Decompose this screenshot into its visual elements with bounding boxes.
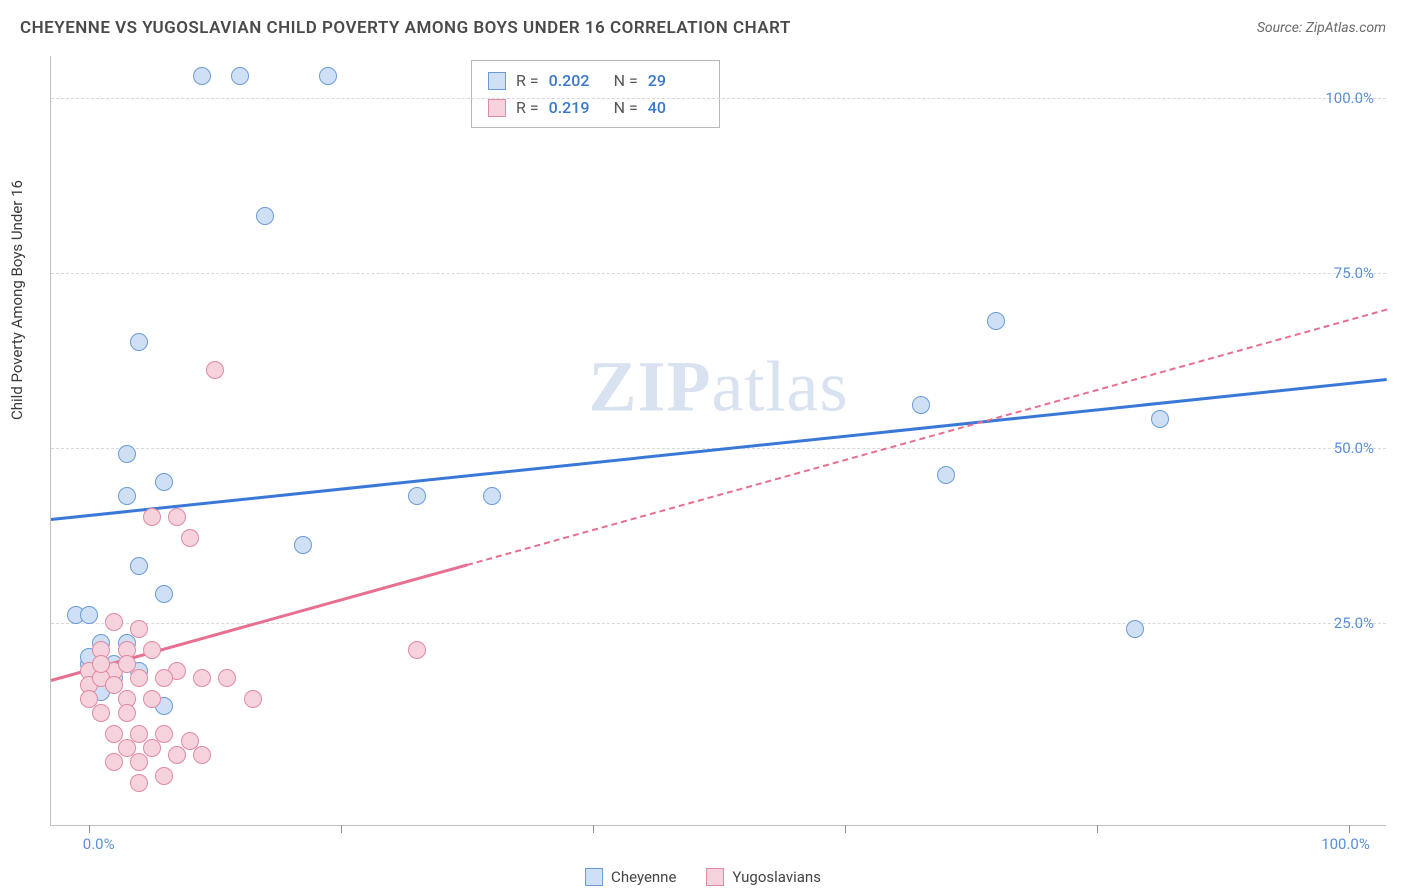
- legend-swatch: [488, 72, 506, 90]
- legend-swatch: [585, 868, 603, 886]
- data-point: [143, 690, 161, 708]
- y-tick-label: 75.0%: [1334, 264, 1374, 282]
- data-point: [294, 536, 312, 554]
- x-tick: [845, 825, 846, 833]
- x-tick: [1349, 825, 1350, 833]
- data-point: [408, 487, 426, 505]
- data-point: [92, 655, 110, 673]
- data-point: [155, 473, 173, 491]
- data-point: [193, 746, 211, 764]
- data-point: [105, 613, 123, 631]
- data-point: [130, 753, 148, 771]
- x-tick: [1097, 825, 1098, 833]
- data-point: [143, 739, 161, 757]
- data-point: [118, 445, 136, 463]
- data-point: [130, 620, 148, 638]
- y-tick-label: 100.0%: [1325, 89, 1374, 107]
- stats-row: R = 0.202 N = 29: [488, 67, 703, 94]
- r-value: 0.202: [549, 67, 604, 94]
- legend-swatch: [488, 99, 506, 117]
- y-axis-label: Child Poverty Among Boys Under 16: [8, 180, 26, 420]
- data-point: [218, 669, 236, 687]
- correlation-stats-box: R =0.202N =29R =0.219N =40: [471, 60, 720, 128]
- legend-item: Yugoslavians: [706, 868, 821, 886]
- legend-item: Cheyenne: [585, 868, 676, 886]
- data-point: [231, 67, 249, 85]
- gridline: [51, 98, 1386, 99]
- data-point: [319, 67, 337, 85]
- data-point: [80, 606, 98, 624]
- legend-swatch: [706, 868, 724, 886]
- chart-legend: Cheyenne Yugoslavians: [585, 868, 821, 886]
- data-point: [118, 704, 136, 722]
- x-tick-label: 100.0%: [1321, 835, 1370, 853]
- data-point: [130, 669, 148, 687]
- r-label: R =: [516, 67, 539, 94]
- data-point: [987, 312, 1005, 330]
- data-point: [244, 690, 262, 708]
- data-point: [937, 466, 955, 484]
- data-point: [256, 207, 274, 225]
- data-point: [155, 725, 173, 743]
- data-point: [130, 557, 148, 575]
- scatter-chart: ZIPatlas R =0.202N =29R =0.219N =40 25.0…: [50, 56, 1386, 826]
- data-point: [80, 690, 98, 708]
- gridline: [51, 273, 1386, 274]
- trendline: [51, 378, 1387, 521]
- data-point: [143, 508, 161, 526]
- data-point: [168, 508, 186, 526]
- data-point: [206, 361, 224, 379]
- data-point: [92, 704, 110, 722]
- data-point: [1126, 620, 1144, 638]
- n-label: N =: [614, 67, 638, 94]
- data-point: [483, 487, 501, 505]
- data-point: [105, 676, 123, 694]
- legend-label: Yugoslavians: [732, 868, 821, 886]
- data-point: [118, 487, 136, 505]
- x-tick: [341, 825, 342, 833]
- data-point: [1151, 410, 1169, 428]
- watermark-text: ZIPatlas: [589, 345, 849, 428]
- x-tick: [593, 825, 594, 833]
- data-point: [408, 641, 426, 659]
- data-point: [181, 529, 199, 547]
- data-point: [130, 333, 148, 351]
- x-tick: [89, 825, 90, 833]
- chart-title: CHEYENNE VS YUGOSLAVIAN CHILD POVERTY AM…: [20, 18, 791, 38]
- data-point: [130, 774, 148, 792]
- legend-label: Cheyenne: [611, 868, 676, 886]
- y-tick-label: 50.0%: [1334, 439, 1374, 457]
- data-point: [193, 669, 211, 687]
- n-value: 29: [648, 67, 703, 94]
- data-point: [155, 767, 173, 785]
- chart-header: CHEYENNE VS YUGOSLAVIAN CHILD POVERTY AM…: [20, 18, 1386, 38]
- data-point: [105, 753, 123, 771]
- data-point: [143, 641, 161, 659]
- data-point: [193, 67, 211, 85]
- data-point: [155, 669, 173, 687]
- data-point: [118, 655, 136, 673]
- x-tick-label: 0.0%: [83, 835, 115, 853]
- source-attribution: Source: ZipAtlas.com: [1257, 20, 1386, 36]
- y-tick-label: 25.0%: [1334, 614, 1374, 632]
- data-point: [168, 746, 186, 764]
- trendline: [467, 308, 1388, 565]
- data-point: [912, 396, 930, 414]
- data-point: [155, 585, 173, 603]
